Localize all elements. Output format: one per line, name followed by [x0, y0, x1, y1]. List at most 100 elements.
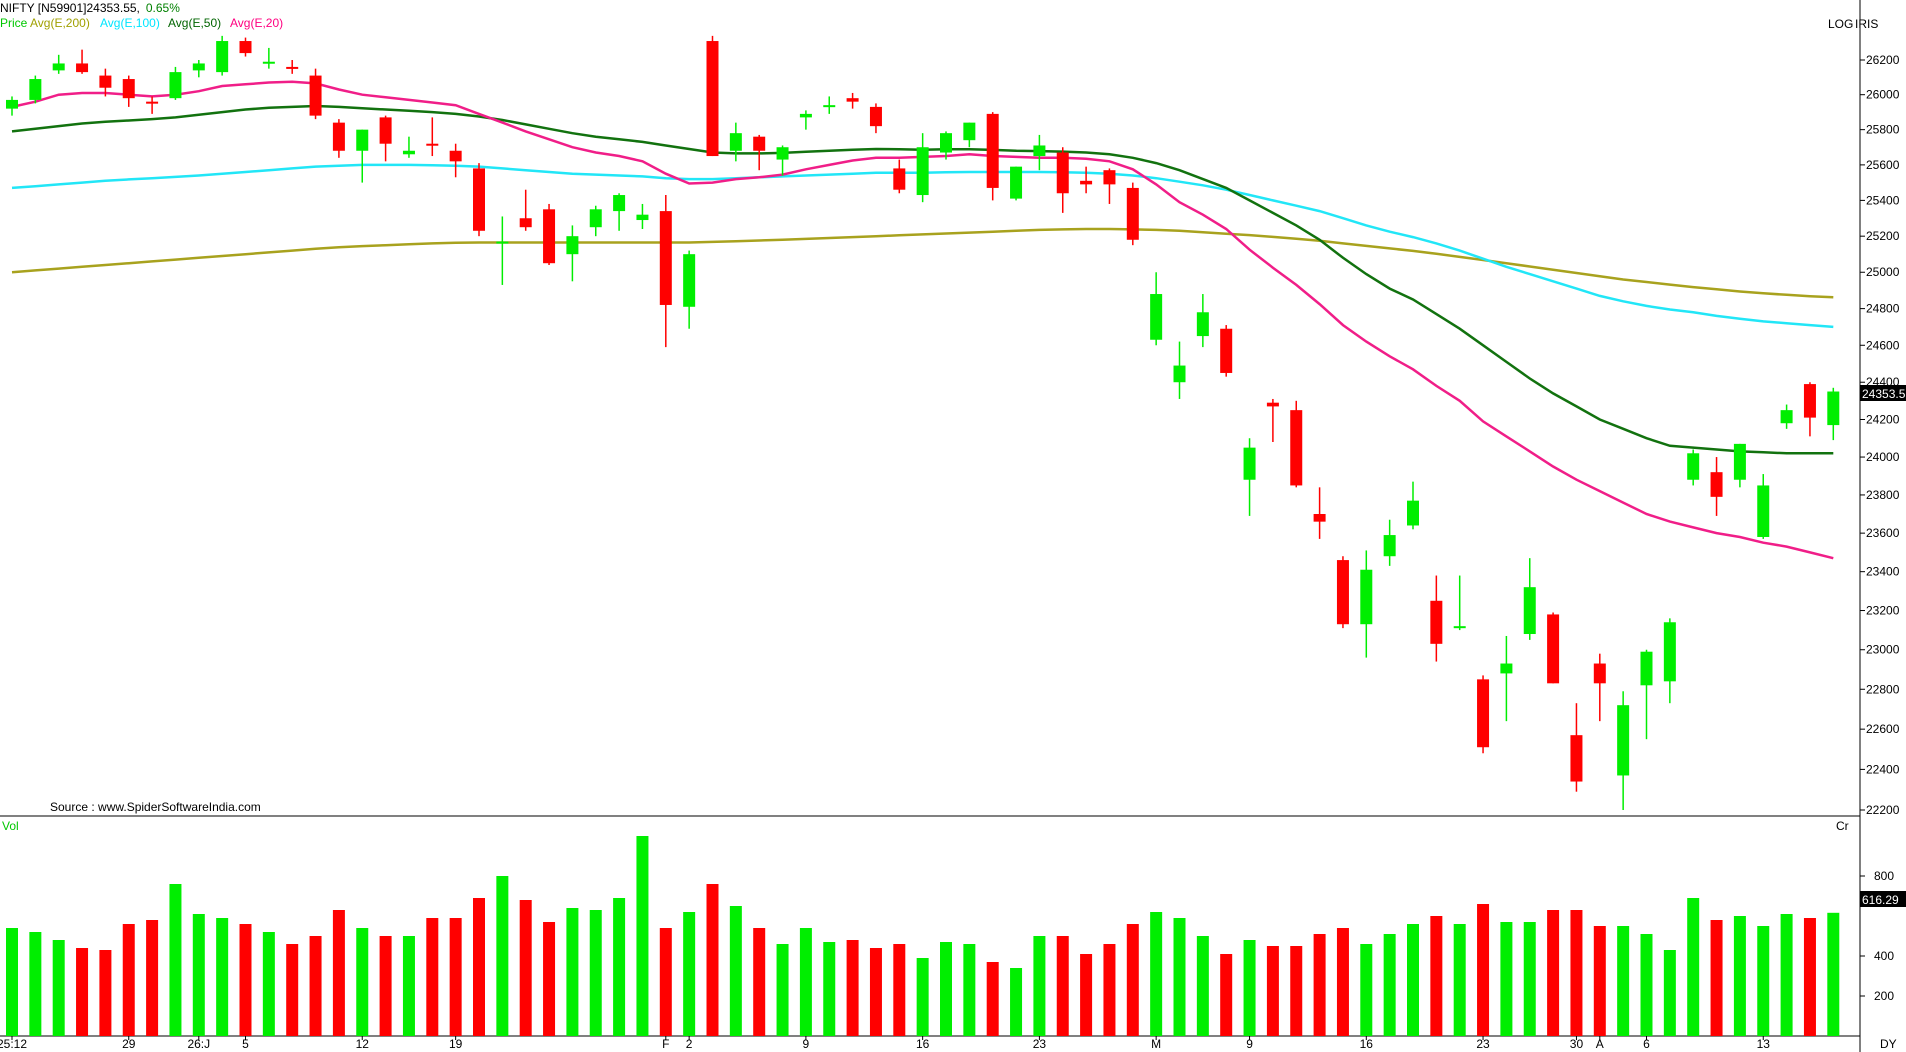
candle-body: [1196, 312, 1209, 337]
candle-body: [1056, 152, 1069, 194]
volume-bar: [1640, 934, 1653, 1036]
candle-body: [286, 66, 299, 69]
candle: [426, 117, 439, 157]
candle: [823, 96, 836, 114]
candle: [1687, 449, 1700, 486]
candle: [1080, 166, 1093, 194]
candle-body: [566, 236, 579, 255]
candle: [192, 60, 205, 78]
candle-body: [1570, 735, 1583, 782]
indicator-legend: Price Avg(E,200) Avg(E,100) Avg(E,50) Avg(E,…: [0, 16, 283, 30]
date-tick-label: F: [662, 1037, 669, 1051]
candle-body: [1383, 535, 1396, 557]
candle: [146, 96, 159, 114]
date-tick-label: 6: [1643, 1037, 1650, 1051]
candle-body: [1010, 166, 1023, 199]
volume-bar: [1220, 954, 1233, 1036]
candle: [1056, 147, 1069, 213]
log-scale-toggle[interactable]: LOG: [1828, 17, 1853, 31]
volume-bar: [986, 962, 999, 1036]
candle-body: [1617, 705, 1630, 776]
price-tick-label: 26000: [1866, 88, 1900, 102]
candle-body: [846, 98, 859, 102]
candle: [1663, 618, 1676, 704]
candle: [846, 92, 859, 109]
volume-bar: [1523, 922, 1536, 1036]
volume-bar: [449, 918, 462, 1036]
volume-bar: [1407, 924, 1419, 1036]
date-tick-label: 23: [1476, 1037, 1490, 1051]
period-label[interactable]: DY: [1880, 1037, 1897, 1051]
candle-body: [1710, 472, 1723, 497]
candle: [6, 96, 18, 116]
price-tick-label: 24200: [1866, 412, 1900, 426]
volume-bar: [146, 920, 159, 1036]
candle: [519, 189, 532, 231]
candle: [893, 159, 906, 194]
candle-body: [543, 209, 556, 264]
candle: [262, 47, 275, 69]
volume-bar: [1150, 912, 1163, 1036]
volume-bar: [1617, 926, 1630, 1036]
candle: [543, 203, 556, 266]
iris-toggle[interactable]: IRIS: [1855, 17, 1878, 31]
candle: [122, 75, 135, 107]
volume-bar: [1126, 924, 1139, 1036]
price-tick-label: 23800: [1866, 488, 1900, 502]
candle: [1640, 649, 1653, 740]
candle: [1617, 691, 1630, 810]
date-tick-label: 19: [449, 1037, 463, 1051]
candle-body: [29, 79, 42, 100]
date-tick-label: M: [1151, 1037, 1161, 1051]
change-text: 0.65%: [146, 1, 180, 15]
candle-body: [1103, 170, 1116, 185]
volume-bar: [402, 936, 415, 1036]
volume-bar: [1010, 968, 1023, 1036]
date-tick-label: 16: [1360, 1037, 1374, 1051]
volume-bar: [916, 958, 929, 1036]
volume-bar: [940, 942, 952, 1036]
volume-bar: [1733, 916, 1746, 1036]
candle: [286, 60, 299, 74]
candle-body: [192, 63, 205, 71]
candle: [1336, 556, 1349, 629]
legend-item: Avg(E,50): [168, 16, 221, 30]
candle-body: [753, 136, 766, 151]
candle-body: [1827, 391, 1840, 426]
candle: [1523, 558, 1536, 640]
volume-bar: [379, 936, 392, 1036]
candle-body: [309, 75, 322, 116]
volume-bar: [776, 944, 789, 1036]
candle-body: [1080, 180, 1093, 185]
volume-bar: [262, 932, 275, 1036]
volume-tick-label: 200: [1874, 989, 1894, 1003]
candle: [1313, 487, 1326, 539]
volume-tick-label: 800: [1874, 869, 1894, 883]
volume-bar: [566, 908, 579, 1036]
candle: [1757, 474, 1770, 539]
volume-bar: [29, 932, 42, 1036]
candle-body: [1757, 485, 1770, 537]
date-tick-label: 9: [803, 1037, 810, 1051]
candle-body: [1220, 328, 1233, 373]
candle-body: [519, 218, 532, 228]
candle-body: [1477, 679, 1490, 748]
price-tick-label: 23000: [1866, 643, 1900, 657]
candle-body: [1733, 443, 1746, 480]
volume-bar: [1196, 936, 1209, 1036]
candle-body: [1803, 384, 1816, 418]
volume-bar: [1266, 946, 1279, 1036]
candle: [729, 122, 742, 162]
candle: [1103, 168, 1116, 204]
candle-body: [1266, 402, 1279, 407]
volume-bar: [1313, 934, 1326, 1036]
volume-bar: [216, 918, 229, 1036]
date-tick-label: 25:12: [0, 1037, 27, 1051]
candle: [706, 35, 719, 157]
legend-item: Price: [0, 16, 28, 30]
candle: [1430, 575, 1443, 662]
candle-body: [76, 63, 89, 73]
candle: [76, 49, 89, 74]
candle: [1150, 272, 1163, 346]
